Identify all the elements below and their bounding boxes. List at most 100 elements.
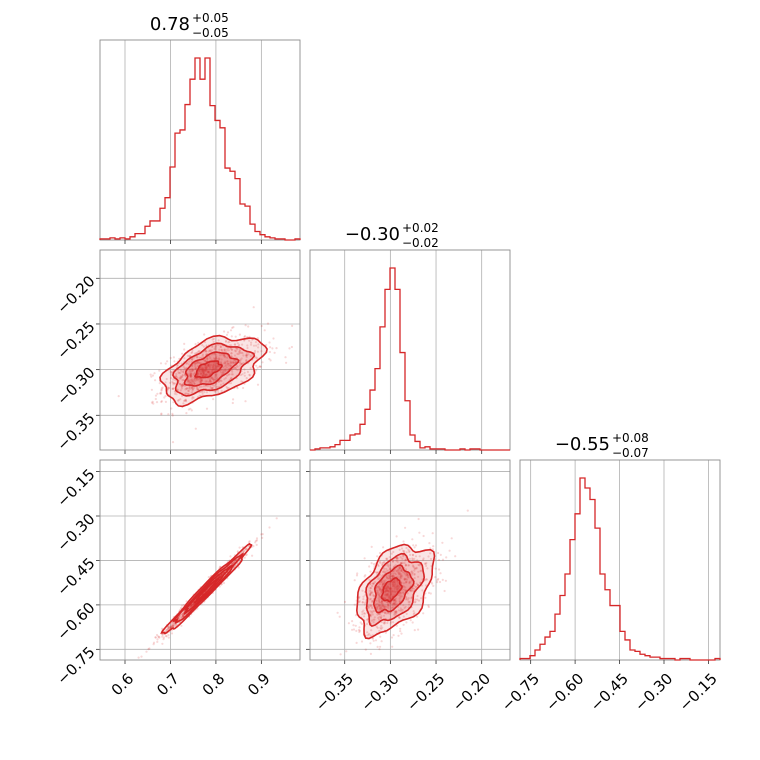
scatter-point bbox=[429, 592, 432, 595]
scatter-point bbox=[404, 578, 407, 581]
scatter-point bbox=[408, 581, 411, 584]
scatter-point bbox=[369, 615, 372, 618]
scatter-point bbox=[371, 584, 374, 588]
scatter-point bbox=[271, 347, 274, 350]
scatter-point bbox=[164, 394, 167, 398]
scatter-point bbox=[424, 596, 427, 599]
scatter-point bbox=[423, 562, 426, 565]
scatter-point bbox=[431, 532, 434, 535]
scatter-point bbox=[140, 655, 143, 658]
scatter-point bbox=[198, 369, 201, 372]
scatter-point bbox=[169, 377, 173, 380]
scatter-point bbox=[184, 399, 187, 402]
scatter-point bbox=[206, 385, 209, 388]
scatter-point bbox=[372, 582, 375, 585]
scatter-point bbox=[385, 593, 389, 596]
scatter-point bbox=[202, 368, 205, 372]
x-tick-label: 0.9 bbox=[244, 670, 274, 700]
scatter-point bbox=[200, 366, 203, 369]
scatter-point bbox=[181, 613, 184, 616]
scatter-point bbox=[369, 589, 372, 593]
scatter-point bbox=[218, 357, 221, 360]
scatter-point bbox=[194, 367, 197, 370]
scatter-point bbox=[385, 605, 388, 609]
scatter-point bbox=[194, 361, 197, 364]
scatter-point bbox=[254, 349, 257, 353]
scatter-point bbox=[424, 562, 427, 566]
scatter-point bbox=[202, 385, 205, 388]
scatter-point bbox=[377, 594, 380, 597]
scatter-point bbox=[210, 349, 213, 352]
scatter-point bbox=[214, 364, 217, 368]
scatter-point bbox=[183, 357, 186, 360]
scatter-point bbox=[167, 628, 170, 631]
scatter-point bbox=[183, 399, 186, 403]
scatter-point bbox=[380, 606, 383, 609]
scatter-point bbox=[191, 604, 194, 607]
density-contour-line bbox=[194, 360, 223, 379]
scatter-point bbox=[386, 563, 389, 566]
scatter-point bbox=[230, 355, 233, 358]
scatter-point bbox=[221, 372, 224, 375]
scatter-point bbox=[438, 580, 442, 584]
scatter-point bbox=[369, 587, 372, 590]
scatter-point bbox=[437, 577, 440, 581]
scatter-point bbox=[226, 360, 229, 363]
scatter-point bbox=[383, 570, 386, 573]
scatter-point bbox=[212, 364, 215, 367]
scatter-point bbox=[204, 360, 207, 363]
scatter-point bbox=[218, 565, 222, 568]
scatter-point bbox=[379, 645, 382, 648]
scatter-point bbox=[369, 597, 372, 601]
scatter-point bbox=[215, 355, 218, 358]
scatter-point bbox=[191, 396, 194, 399]
scatter-point bbox=[385, 557, 388, 560]
scatter-point bbox=[388, 567, 391, 570]
scatter-point bbox=[353, 603, 356, 606]
scatter-point bbox=[377, 591, 380, 594]
scatter-point bbox=[182, 369, 185, 372]
x-tick-label: −0.30 bbox=[358, 670, 403, 715]
scatter-point bbox=[231, 562, 234, 565]
scatter-point bbox=[212, 378, 215, 381]
scatter-point bbox=[232, 361, 235, 365]
scatter-point bbox=[362, 598, 365, 601]
scatter-point bbox=[204, 366, 207, 369]
scatter-point bbox=[395, 610, 398, 613]
scatter-point bbox=[381, 600, 384, 603]
scatter-point bbox=[388, 590, 391, 593]
scatter-point bbox=[202, 372, 205, 375]
scatter-point bbox=[150, 401, 154, 404]
scatter-point bbox=[227, 386, 230, 390]
scatter-point bbox=[402, 549, 405, 553]
scatter-point bbox=[166, 628, 169, 632]
scatter-point bbox=[389, 587, 392, 590]
scatter-point bbox=[158, 369, 161, 372]
scatter-point bbox=[192, 602, 195, 605]
scatter-point bbox=[375, 625, 378, 628]
scatter-point bbox=[175, 373, 178, 376]
scatter-point bbox=[141, 661, 143, 663]
scatter-point bbox=[429, 557, 433, 561]
scatter-point bbox=[210, 376, 213, 379]
scatter-point bbox=[214, 373, 217, 376]
scatter-point bbox=[448, 549, 451, 552]
scatter-point bbox=[376, 602, 379, 605]
scatter-point bbox=[394, 590, 397, 594]
scatter-point bbox=[387, 574, 390, 577]
scatter-point bbox=[208, 365, 212, 368]
density-contour-line bbox=[365, 552, 426, 627]
scatter-point bbox=[408, 600, 411, 604]
scatter-point bbox=[192, 373, 195, 376]
scatter-point bbox=[189, 374, 192, 377]
scatter-point bbox=[187, 363, 190, 366]
scatter-point bbox=[222, 353, 225, 356]
scatter-point bbox=[181, 383, 184, 386]
scatter-point bbox=[243, 335, 246, 339]
scatter-point bbox=[194, 427, 197, 430]
scatter-point bbox=[197, 377, 200, 380]
scatter-point bbox=[389, 593, 393, 596]
scatter-point bbox=[200, 380, 203, 383]
scatter-point bbox=[217, 339, 220, 342]
y-tick-label: −0.30 bbox=[53, 510, 98, 555]
